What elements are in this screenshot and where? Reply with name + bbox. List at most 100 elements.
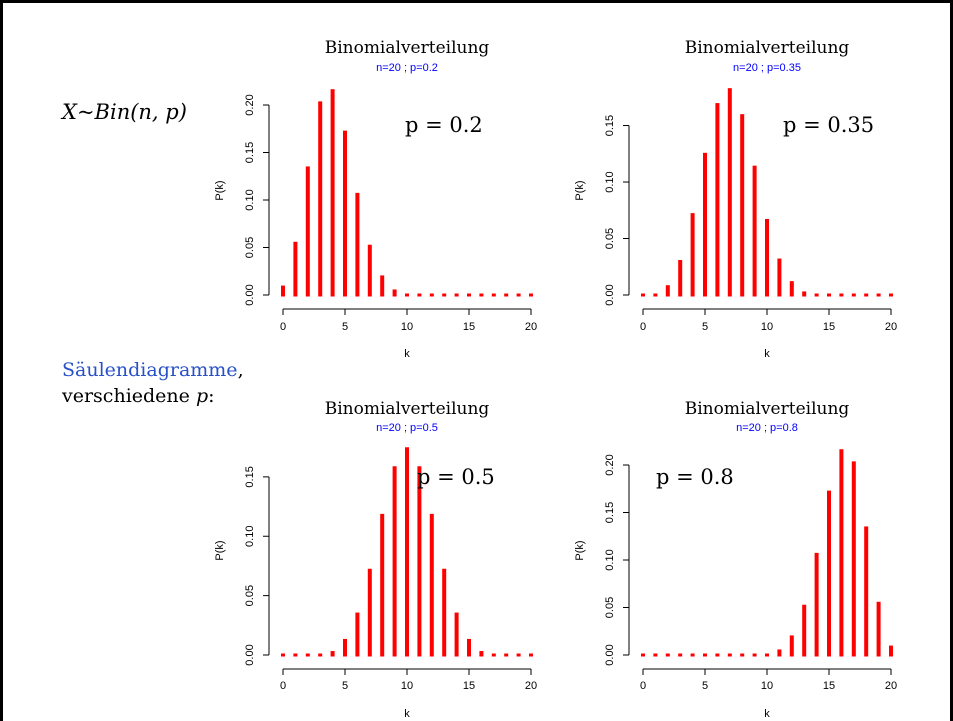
bar-k13 xyxy=(442,568,447,657)
x-tick-label: 0 xyxy=(280,680,286,692)
x-tick-label: 15 xyxy=(823,680,835,692)
x-tick-label: 5 xyxy=(342,321,348,333)
bar-k17 xyxy=(851,293,856,297)
bar-k9 xyxy=(752,165,757,297)
bar-k0 xyxy=(641,653,645,657)
chart-subtitle: n=20 ; p=0.8 xyxy=(736,422,798,434)
chart-title: Binomialverteilung xyxy=(325,399,490,419)
bar-k12 xyxy=(789,281,794,297)
bar-k7 xyxy=(727,88,732,297)
p-annotation: p = 0.35 xyxy=(783,113,874,137)
p-annotation: p = 0.8 xyxy=(656,465,734,489)
p-annotation: p = 0.2 xyxy=(405,113,483,137)
bar-k9 xyxy=(752,653,757,657)
y-axis-label: P(k) xyxy=(574,540,586,560)
bar-k4 xyxy=(330,651,335,657)
bar-k11 xyxy=(417,293,422,297)
bar-k17 xyxy=(491,653,496,657)
bar-k15 xyxy=(827,293,831,297)
bar-k7 xyxy=(367,244,372,297)
bar-k4 xyxy=(690,213,695,297)
bar-k4 xyxy=(690,653,695,657)
bar-k5 xyxy=(343,638,347,657)
chart-subtitle: n=20 ; p=0.35 xyxy=(733,62,801,74)
bar-k20 xyxy=(529,293,533,297)
bar-k18 xyxy=(864,293,869,297)
y-tick-label: 0.10 xyxy=(604,171,616,192)
chart-subtitle: n=20 ; p=0.2 xyxy=(376,62,438,74)
bar-k11 xyxy=(777,258,782,297)
bar-k14 xyxy=(814,552,819,657)
x-axis-label: k xyxy=(764,708,770,720)
caption-line-1: Säulendiagramme, xyxy=(62,357,244,383)
caption-p-variable: p xyxy=(195,385,209,407)
bar-k8 xyxy=(740,653,745,657)
bar-k18 xyxy=(864,526,869,657)
bar-k10 xyxy=(405,293,409,297)
chart-2: Binomialverteilung n=20 ; p=0.35 0 5 10 15 20 k… xyxy=(574,38,897,360)
x-axis-label: k xyxy=(404,708,410,720)
y-tick-label: 0.10 xyxy=(604,549,616,570)
y-tick-label: 0.05 xyxy=(244,585,256,606)
x-axis-label: k xyxy=(404,348,410,360)
bar-k15 xyxy=(827,490,831,657)
bar-k12 xyxy=(429,293,434,297)
bar-k20 xyxy=(889,293,893,297)
chart-title: Binomialverteilung xyxy=(685,399,850,419)
x-tick-label: 20 xyxy=(525,321,537,333)
y-tick-label: 0.00 xyxy=(244,644,256,665)
x-tick-label: 0 xyxy=(640,321,646,333)
x-tick-label: 20 xyxy=(885,680,897,692)
bar-k9 xyxy=(392,466,397,657)
caption-prefix: verschiedene xyxy=(62,385,196,407)
chart-title: Binomialverteilung xyxy=(685,38,850,58)
y-tick-label: 0.10 xyxy=(244,526,256,547)
y-tick-label: 0.00 xyxy=(244,284,256,305)
bar-k17 xyxy=(851,461,856,657)
bar-charts-link[interactable]: Säulendiagramme xyxy=(62,359,238,381)
bar-k8 xyxy=(380,275,385,297)
bar-k6 xyxy=(355,192,360,297)
y-tick-label: 0.10 xyxy=(244,189,256,210)
bar-k12 xyxy=(789,635,794,657)
bar-k7 xyxy=(367,568,372,657)
y-tick-label: 0.00 xyxy=(604,284,616,305)
x-tick-label: 20 xyxy=(525,680,537,692)
bar-k3 xyxy=(318,101,323,297)
bar-k12 xyxy=(429,513,434,657)
bar-k19 xyxy=(516,653,521,657)
bar-k0 xyxy=(281,285,285,297)
chart-subtitle: n=20 ; p=0.5 xyxy=(376,422,438,434)
y-tick-label: 0.15 xyxy=(604,502,616,523)
distribution-formula: X~Bin(n, p) xyxy=(62,100,187,124)
bar-k11 xyxy=(417,466,422,657)
bar-k8 xyxy=(380,513,385,657)
bar-k16 xyxy=(479,651,484,657)
bar-k14 xyxy=(814,293,819,297)
bar-k1 xyxy=(653,293,658,297)
y-tick-label: 0.15 xyxy=(244,142,256,163)
caption: Säulendiagramme, verschiedene p: xyxy=(62,357,244,409)
bar-k13 xyxy=(802,291,807,297)
x-tick-label: 20 xyxy=(885,321,897,333)
x-tick-label: 15 xyxy=(463,321,475,333)
bar-k19 xyxy=(876,601,881,657)
x-axis-label: k xyxy=(764,348,770,360)
y-axis-label: P(k) xyxy=(214,180,226,200)
y-axis-label: P(k) xyxy=(214,540,226,560)
x-tick-label: 10 xyxy=(401,680,413,692)
bar-k0 xyxy=(641,293,645,297)
bar-k6 xyxy=(715,653,720,657)
bar-k13 xyxy=(802,604,807,657)
bar-k2 xyxy=(305,653,310,657)
bar-k10 xyxy=(765,219,769,297)
bar-k2 xyxy=(305,166,310,297)
bar-k18 xyxy=(504,653,509,657)
bar-k10 xyxy=(405,447,409,657)
bar-k0 xyxy=(281,653,285,657)
x-tick-label: 0 xyxy=(280,321,286,333)
x-tick-label: 5 xyxy=(342,680,348,692)
bar-k9 xyxy=(392,289,397,297)
y-tick-label: 0.15 xyxy=(604,115,616,136)
